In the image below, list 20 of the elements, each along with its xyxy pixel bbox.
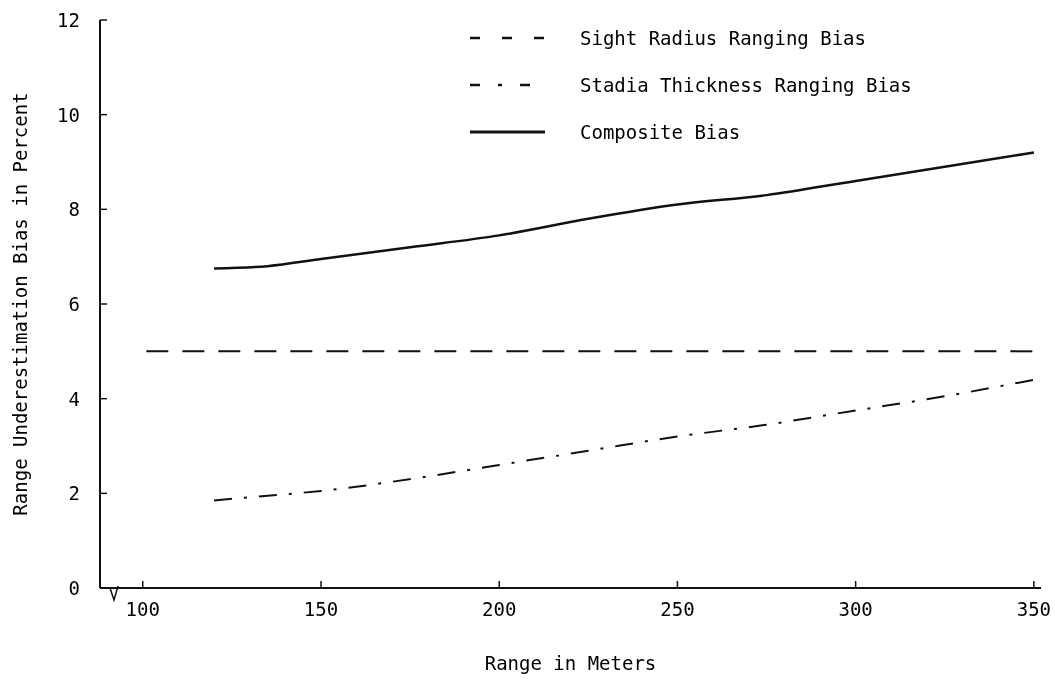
x-axis-title: Range in Meters <box>484 652 657 674</box>
legend-label: Sight Radius Ranging Bias <box>580 27 866 49</box>
y-tick-label: 2 <box>68 482 80 505</box>
line-series <box>212 151 1036 270</box>
legend-label: Stadia Thickness Ranging Bias <box>580 74 912 96</box>
x-tick-label: 150 <box>303 598 339 620</box>
x-tick-label: 100 <box>125 598 160 620</box>
y-axis-title: Range Underestimation Bias in Percent <box>9 92 31 516</box>
y-tick-label: 12 <box>57 9 80 31</box>
legend-label: Composite Bias <box>580 121 741 143</box>
y-tick-label: 4 <box>68 387 80 410</box>
y-tick-label: 8 <box>68 198 80 221</box>
x-tick-label: 300 <box>838 598 873 620</box>
x-tick-label: 200 <box>482 598 517 620</box>
y-tick-label: 0 <box>68 577 80 599</box>
y-tick-label: 6 <box>68 293 80 315</box>
line-series <box>213 378 1035 502</box>
x-tick-label: 250 <box>660 598 695 620</box>
y-tick-label: 10 <box>57 103 80 126</box>
x-tick-label: 350 <box>1016 598 1052 620</box>
